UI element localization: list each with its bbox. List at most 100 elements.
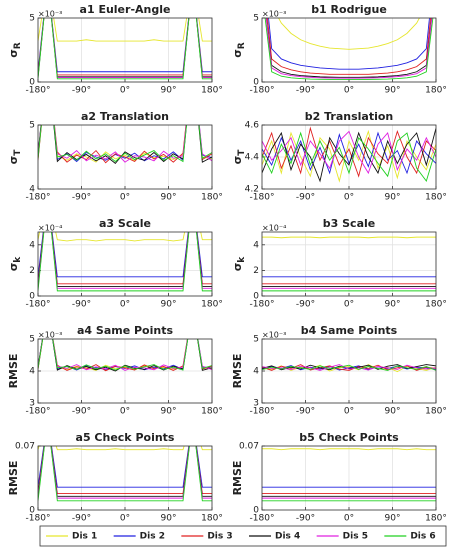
x-tick-label: 0° <box>120 86 130 96</box>
series-line: Dis 3 <box>266 18 432 75</box>
x-tick-label: 180° <box>425 514 447 524</box>
y-tick-label: 0 <box>29 506 35 516</box>
series-line: Dis 6 <box>38 446 212 502</box>
legend-box <box>39 525 447 547</box>
series-line: Dis 1 <box>38 18 212 42</box>
series-line: Dis 5 <box>38 125 212 163</box>
plot-frame <box>37 17 213 83</box>
axis-exponent: ×10⁻⁴ <box>262 224 286 233</box>
series-line: Dis 6 <box>262 364 436 371</box>
y-axis-label: σR <box>7 42 23 58</box>
panel-title: b5 Check Points <box>299 431 399 444</box>
series-line: Dis 1 <box>278 18 420 50</box>
series-line: Dis 6 <box>38 125 212 163</box>
series-line: Dis 4 <box>265 18 433 78</box>
x-tick-label: 90° <box>161 193 177 203</box>
x-tick-label: -90° <box>296 86 315 96</box>
series-line: Dis 1 <box>38 232 212 242</box>
plot-frame <box>37 445 213 511</box>
panel-title: b4 Same Points <box>301 324 398 337</box>
x-tick-label: -90° <box>296 407 315 417</box>
y-axis-label: RMSE <box>231 461 244 496</box>
x-tick-label: 0° <box>120 193 130 203</box>
y-label-sub: T <box>13 149 23 156</box>
panel-title: a4 Same Points <box>77 324 173 337</box>
y-axis-label: σT <box>231 149 247 165</box>
y-axis-label: σT <box>7 149 23 165</box>
x-tick-label: 0° <box>344 86 354 96</box>
x-tick-label: -90° <box>72 300 91 310</box>
plot-frame <box>37 231 213 297</box>
x-tick-label: -180° <box>250 300 275 310</box>
y-axis-label: σR <box>231 42 247 58</box>
panel-title: a5 Check Points <box>76 431 175 444</box>
y-tick-label: 0 <box>253 506 259 516</box>
x-tick-label: 180° <box>201 514 223 524</box>
series-line: Dis 5 <box>262 364 436 371</box>
legend-label: Dis 1 <box>72 532 97 542</box>
x-tick-label: 180° <box>425 407 447 417</box>
y-tick-label: 5 <box>253 14 259 24</box>
y-label-sub: T <box>237 149 247 156</box>
x-tick-label: 0° <box>344 514 354 524</box>
y-tick-label: 0 <box>253 78 259 88</box>
x-tick-label: 0° <box>344 193 354 203</box>
x-tick-label: -180° <box>26 407 51 417</box>
x-tick-label: 90° <box>385 300 401 310</box>
y-axis-label: RMSE <box>231 354 244 389</box>
series-line: Dis 2 <box>268 18 430 70</box>
x-tick-label: 0° <box>120 407 130 417</box>
y-label-main: RMSE <box>231 461 244 496</box>
x-tick-label: 0° <box>120 514 130 524</box>
x-tick-label: 180° <box>425 86 447 96</box>
series-line: Dis 5 <box>262 130 436 175</box>
plot-frame <box>261 231 437 297</box>
y-label-main: σ <box>7 263 20 272</box>
plot-frame <box>261 338 437 404</box>
series-line: Dis 6 <box>38 18 212 80</box>
x-tick-label: -180° <box>250 514 275 524</box>
series-line: Dis 6 <box>38 232 212 292</box>
y-tick-label: 0.07 <box>15 442 35 452</box>
axis-exponent: ×10⁻³ <box>262 331 286 340</box>
panel-title: a2 Translation <box>81 110 169 123</box>
series-line: Dis 1 <box>262 236 436 239</box>
series-line: Dis 4 <box>262 364 436 371</box>
x-tick-label: 180° <box>201 193 223 203</box>
series-line: Dis 2 <box>262 365 436 371</box>
x-tick-label: 180° <box>201 407 223 417</box>
y-label-main: σ <box>7 49 20 58</box>
y-tick-label: 4 <box>29 240 35 250</box>
legend-label: Dis 3 <box>207 532 232 542</box>
y-tick-label: 4 <box>253 367 259 377</box>
legend-label: Dis 5 <box>343 532 368 542</box>
y-label-main: σ <box>231 156 244 165</box>
y-label-sub: R <box>237 42 247 49</box>
series-line: Dis 4 <box>262 128 436 183</box>
series-line: Dis 1 <box>38 446 212 451</box>
y-tick-label: 2 <box>29 266 35 276</box>
x-tick-label: -180° <box>26 514 51 524</box>
y-tick-label: 5 <box>29 121 35 131</box>
x-tick-label: 180° <box>425 300 447 310</box>
plot-frame <box>261 124 437 190</box>
x-tick-label: -180° <box>26 300 51 310</box>
y-tick-label: 4.2 <box>245 185 259 195</box>
x-tick-label: -180° <box>250 86 275 96</box>
series-line: Dis 6 <box>264 18 434 81</box>
panel-title: a3 Scale <box>99 217 151 230</box>
x-tick-label: -180° <box>26 193 51 203</box>
axis-exponent: ×10⁻³ <box>38 10 62 19</box>
y-tick-label: 0.07 <box>239 442 259 452</box>
x-tick-label: 90° <box>161 407 177 417</box>
series-line: Dis 1 <box>262 129 436 183</box>
panel-title: b2 Translation <box>305 110 394 123</box>
axis-exponent: ×10⁻⁴ <box>38 224 62 233</box>
